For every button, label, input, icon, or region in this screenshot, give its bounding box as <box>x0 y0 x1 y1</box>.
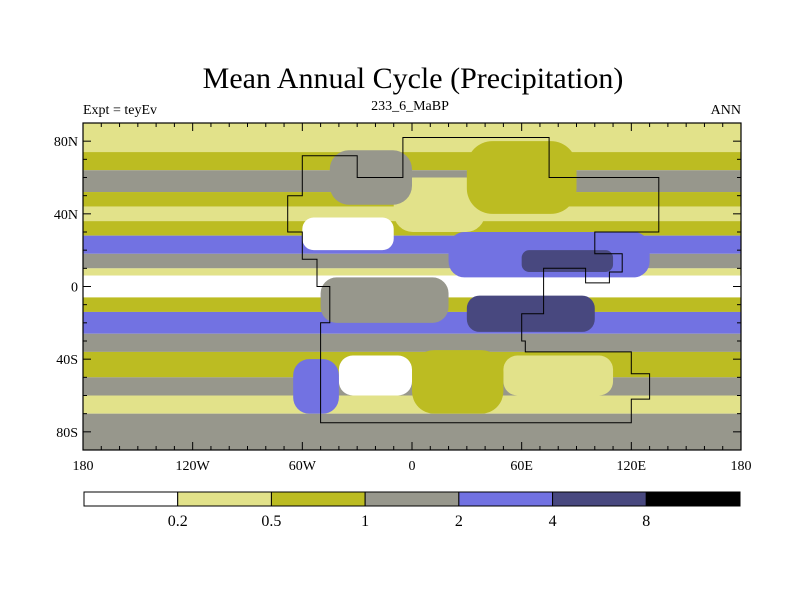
x-axis: 180 120W 60W 0 60E 120E 180 <box>73 123 752 474</box>
chart-title: Mean Annual Cycle (Precipitation) <box>203 62 624 95</box>
subtitle-center: 233_6_MaBP <box>371 99 449 114</box>
colorbar-label: 4 <box>549 513 557 530</box>
lat-band-12 <box>83 333 741 352</box>
region-north-landmass-moderate <box>393 177 486 232</box>
x-tick-label: 180 <box>731 459 752 474</box>
colorbar-label: 0.2 <box>168 513 188 530</box>
region-north-landmass-dry <box>302 217 394 251</box>
colorbar-label: 1 <box>361 513 369 530</box>
y-tick-label: 40S <box>56 353 78 368</box>
map-field <box>83 123 741 450</box>
continent-outline <box>287 137 660 424</box>
colorbar-swatch-6 <box>645 491 741 507</box>
region-tropical-core <box>521 250 614 272</box>
colorbar-label: 0.5 <box>261 513 281 530</box>
x-tick-label: 60E <box>510 459 533 474</box>
region-south-landmass-center <box>412 350 504 414</box>
colorbar-swatch-1 <box>177 491 272 507</box>
lat-band-1 <box>83 152 741 171</box>
region-south-landmass-dry <box>338 355 412 396</box>
x-tick-label: 180 <box>73 459 94 474</box>
colorbar-swatch-4 <box>458 491 554 507</box>
y-tick-label: 80S <box>56 426 78 441</box>
x-tick-label: 120W <box>176 459 211 474</box>
y-tick-label: 40N <box>54 208 78 223</box>
subtitle-left: Expt = teyEv <box>83 103 157 118</box>
region-southwest-wet <box>293 359 339 414</box>
colorbar: 0.2 0.5 1 2 4 8 <box>83 491 741 530</box>
colorbar-swatch-2 <box>270 491 366 507</box>
y-axis: 80N 40N 0 40S 80S <box>54 122 741 451</box>
colorbar-swatch-0 <box>83 491 179 507</box>
region-south-landmass-east <box>503 355 614 396</box>
x-tick-label: 120E <box>617 459 647 474</box>
colorbar-swatch-3 <box>364 491 460 507</box>
y-tick-label: 80N <box>54 135 78 150</box>
colorbar-swatch-5 <box>552 491 647 507</box>
y-tick-label: 0 <box>71 281 78 296</box>
subtitle-right: ANN <box>711 103 741 118</box>
colorbar-label: 2 <box>455 513 463 530</box>
lat-band-15 <box>83 395 741 414</box>
colorbar-label: 8 <box>642 513 650 530</box>
x-tick-label: 60W <box>289 459 317 474</box>
region-equatorial-western <box>320 277 449 323</box>
lat-band-8 <box>83 268 741 276</box>
x-tick-label: 0 <box>409 459 416 474</box>
